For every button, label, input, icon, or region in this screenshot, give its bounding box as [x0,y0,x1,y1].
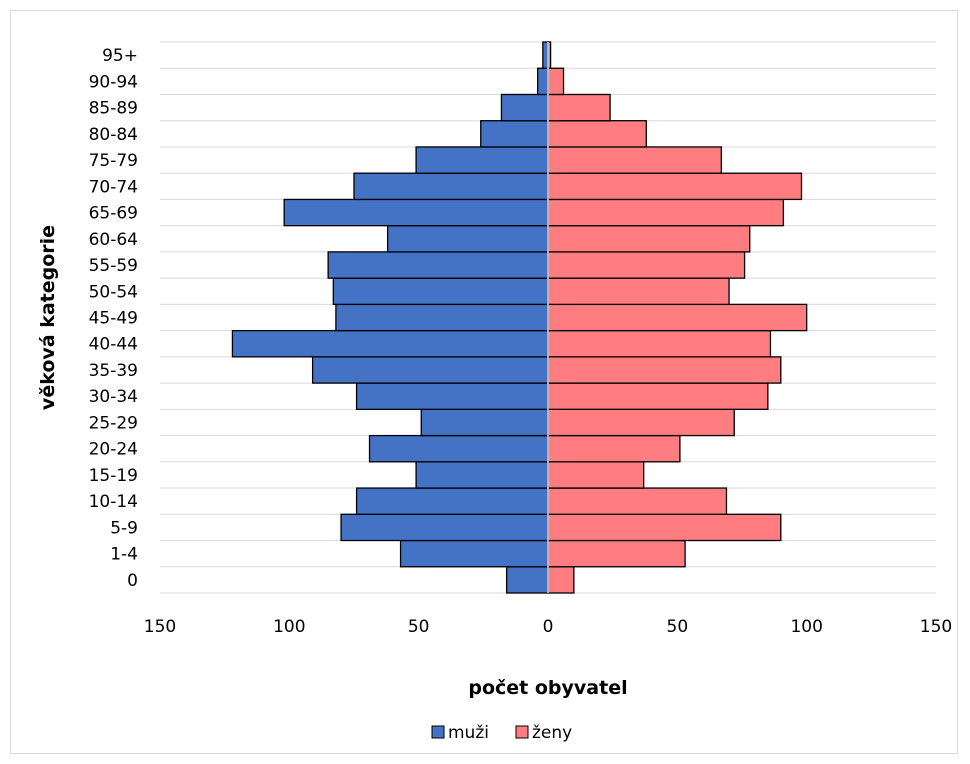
bar-female-35-39 [547,356,782,384]
bar-male-0 [505,566,549,594]
y-tick-label: 95+ [102,46,138,66]
y-tick-label: 15-19 [89,466,138,486]
bar-male-65-69 [283,198,549,227]
bar-male-75-79 [415,146,549,174]
bar-female-10-14 [547,487,728,515]
x-axis-title: počet obyvatel [468,677,627,699]
legend-label: muži [448,723,489,743]
y-tick-label: 30-34 [89,387,138,407]
bar-female-15-19 [547,461,645,489]
bar-male-40-44 [231,329,549,358]
bar-male-80-84 [480,120,549,148]
x-tick-label: 50 [667,617,689,637]
y-tick-label: 70-74 [89,177,138,197]
bar-female-30-34 [547,382,769,410]
x-tick-label: 150 [144,617,176,637]
y-tick-label: 80-84 [89,125,138,145]
bar-male-30-34 [355,382,549,410]
bar-male-85-89 [500,93,549,122]
bar-female-0 [547,566,575,594]
y-tick-label: 10-14 [89,492,138,512]
legend-swatch [431,725,445,739]
y-tick-label: 0 [127,571,138,591]
bar-female-45-49 [547,303,808,332]
x-tick-label: 100 [273,617,305,637]
bar-female-90-94 [547,67,565,96]
y-tick-label: 60-64 [89,230,138,250]
y-tick-label: 65-69 [89,204,138,224]
y-axis-title: věková kategorie [37,225,59,410]
bar-male-5-9 [340,513,549,542]
y-tick-label: 75-79 [89,151,138,171]
y-tick-label: 20-24 [89,440,138,460]
bar-female-20-24 [547,434,681,463]
x-tick-label: 0 [543,617,554,637]
bar-male-95+ [542,41,549,69]
bar-female-80-84 [547,120,647,148]
bar-male-25-29 [420,408,549,437]
bar-male-1-4 [399,539,549,568]
bar-female-5-9 [547,513,782,542]
x-tick-labels: 150 100 50 0 50 100 150 [144,617,952,637]
bar-female-70-74 [547,172,803,201]
bar-female-55-59 [547,251,746,279]
y-tick-label: 5-9 [110,518,138,538]
y-tick-label: 40-44 [89,335,138,355]
legend-swatch [515,725,529,739]
y-tick-label: 25-29 [89,413,138,433]
bar-male-45-49 [335,303,549,332]
y-tick-label: 35-39 [89,361,138,381]
x-tick-label: 150 [920,617,952,637]
bar-female-60-64 [547,225,751,253]
bar-female-40-44 [547,329,772,358]
x-tick-label: 100 [790,617,822,637]
bar-male-15-19 [415,461,549,489]
y-tick-labels: 0 1-4 5-9 10-14 15-19 20-24 25-29 30-34 35-39 40-… [89,46,138,591]
legend-label: ženy [532,723,572,743]
y-tick-label: 85-89 [89,99,138,119]
bar-male-55-59 [327,251,549,279]
bar-male-50-54 [332,277,549,306]
x-tick-label: 50 [408,617,430,637]
bar-female-50-54 [547,277,730,306]
y-tick-label: 1-4 [110,545,138,565]
y-tick-label: 45-49 [89,309,138,329]
bar-male-35-39 [311,356,549,384]
bar-female-65-69 [547,198,785,227]
legend: muži ženy [431,723,572,743]
y-tick-label: 50-54 [89,282,138,302]
y-tick-label: 90-94 [89,72,138,92]
bars [231,41,808,594]
bar-female-85-89 [547,93,611,122]
bar-male-20-24 [368,434,549,463]
bar-male-90-94 [537,67,549,96]
bar-female-1-4 [547,539,686,568]
y-tick-label: 55-59 [89,256,138,276]
bar-female-75-79 [547,146,722,174]
bar-male-10-14 [355,487,549,515]
bar-male-60-64 [386,225,549,253]
bar-male-70-74 [353,172,549,201]
bar-female-25-29 [547,408,735,437]
